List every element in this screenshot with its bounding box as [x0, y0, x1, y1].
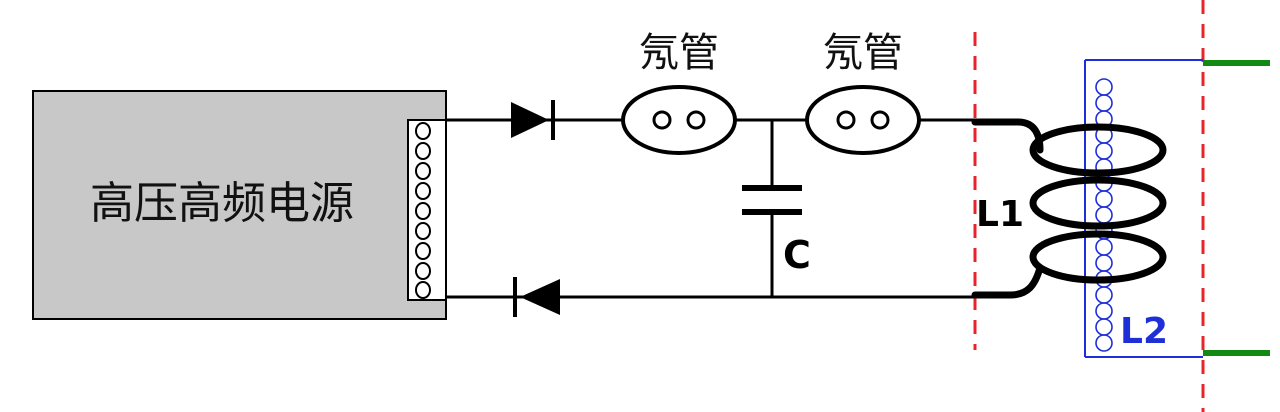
- neon-tube-icon: 氖管: [805, 30, 921, 155]
- supply-coil-icon: [415, 122, 431, 299]
- diode-right-icon: [511, 100, 555, 140]
- coil-icon: [1095, 78, 1113, 352]
- capacitor-label: C: [783, 233, 811, 277]
- neon-tube-icon: 氖管: [621, 30, 737, 155]
- power-supply-block: 高压高频电源: [32, 90, 447, 320]
- inductor-1-label: L1: [976, 194, 1024, 235]
- power-supply-box: [32, 90, 447, 320]
- diode-left-icon: [513, 277, 560, 317]
- neon-tube-1-label: 氖管: [639, 30, 719, 76]
- primary-coil: [971, 118, 1167, 299]
- supply-coil-frame: [407, 119, 447, 301]
- inductor-2-label: L2: [1120, 311, 1168, 352]
- capacitor-icon: [742, 120, 802, 297]
- output-terminals: [1203, 60, 1270, 356]
- neon-tube-2-label: 氖管: [823, 30, 903, 76]
- power-supply-label: 高压高频电源: [90, 178, 354, 229]
